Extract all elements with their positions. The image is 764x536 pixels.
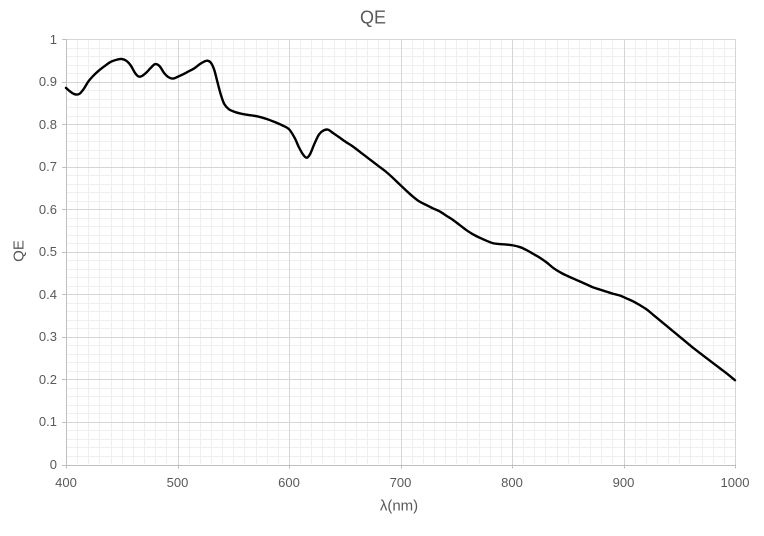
x-axis-title: λ(nm) [379, 497, 419, 515]
x-tick-label: 400 [55, 475, 77, 490]
qe-curve [64, 57, 737, 382]
x-tick-label: 1000 [720, 475, 750, 490]
y-tick-label: 0.2 [38, 371, 57, 387]
grid-major [66, 39, 736, 465]
x-tick-label: 600 [278, 475, 300, 490]
chart-title: QE [359, 7, 387, 28]
y-tick-label: 0.7 [38, 159, 57, 175]
y-tick-label: 1 [49, 31, 57, 47]
y-tick-label: 0.5 [38, 244, 57, 260]
y-tick-label: 0.3 [38, 329, 57, 345]
series [64, 57, 737, 382]
axes [62, 39, 736, 469]
y-tick-label: 0.8 [38, 116, 57, 132]
y-tick-label: 0.9 [38, 74, 57, 90]
y-tick-label: 0 [49, 457, 57, 472]
x-tick-label: 700 [389, 475, 412, 490]
y-tick-label: 0.1 [38, 414, 57, 430]
y-tick-label: 0.6 [38, 201, 57, 217]
x-tick-label: 900 [612, 475, 635, 490]
x-tick-label: 500 [166, 475, 189, 490]
y-tick-label: 0.4 [38, 286, 57, 302]
grid-minor [66, 39, 735, 465]
x-tick-label: 800 [501, 475, 523, 490]
